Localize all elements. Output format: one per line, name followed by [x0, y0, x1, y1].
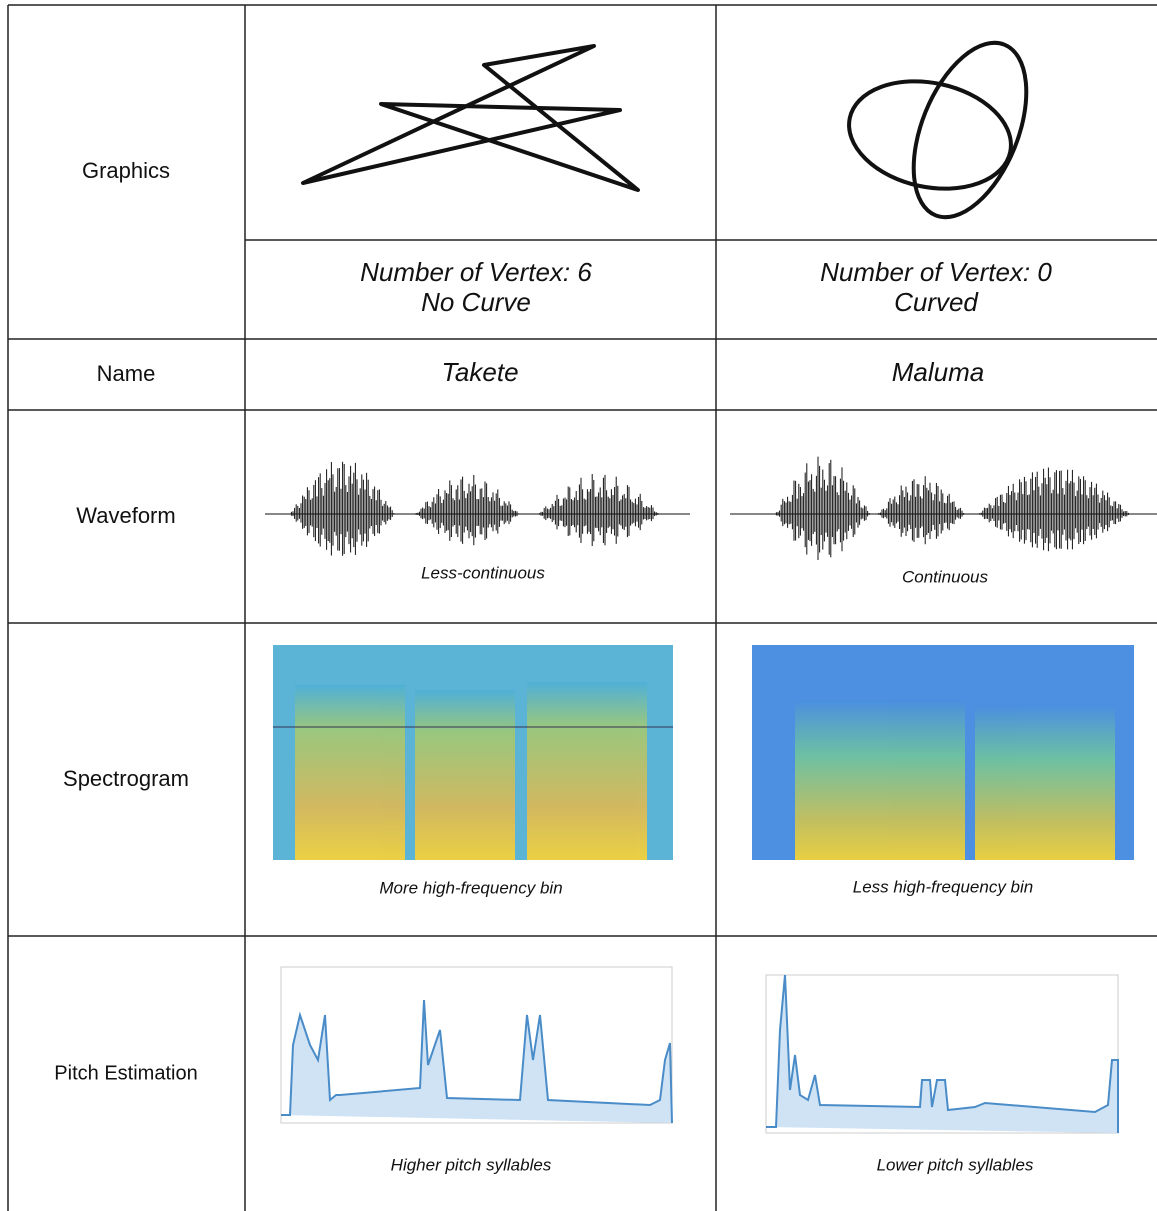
row-label: Waveform: [76, 503, 175, 528]
cell-caption: Lower pitch syllables: [877, 1155, 1034, 1174]
cell-name: Maluma: [892, 357, 984, 387]
cell-name: Takete: [441, 357, 518, 387]
row-label: Name: [97, 361, 156, 386]
waveforms: [265, 457, 1157, 560]
cell-caption: No Curve: [421, 287, 531, 317]
cell-caption: Curved: [894, 287, 979, 317]
row-label: Graphics: [82, 158, 170, 183]
cell-caption: Higher pitch syllables: [391, 1155, 552, 1174]
spectrogram-energy: [795, 700, 1115, 860]
cell-caption: Less-continuous: [421, 563, 545, 582]
row-label: Pitch Estimation: [54, 1062, 197, 1084]
row-label: Spectrogram: [63, 766, 189, 791]
cell-caption: Number of Vertex: 6: [360, 257, 592, 287]
curved-shape: [839, 27, 1049, 234]
spectrogram-energy: [295, 682, 647, 860]
cell-caption: Continuous: [902, 567, 989, 586]
table-page: Graphics Number of Vertex: 6 No Curve Nu…: [0, 0, 1157, 1211]
cell-caption: More high-frequency bin: [379, 878, 562, 897]
spiky-shape: [303, 46, 638, 190]
cell-caption: Number of Vertex: 0: [820, 257, 1052, 287]
cell-caption: Less high-frequency bin: [853, 877, 1034, 896]
